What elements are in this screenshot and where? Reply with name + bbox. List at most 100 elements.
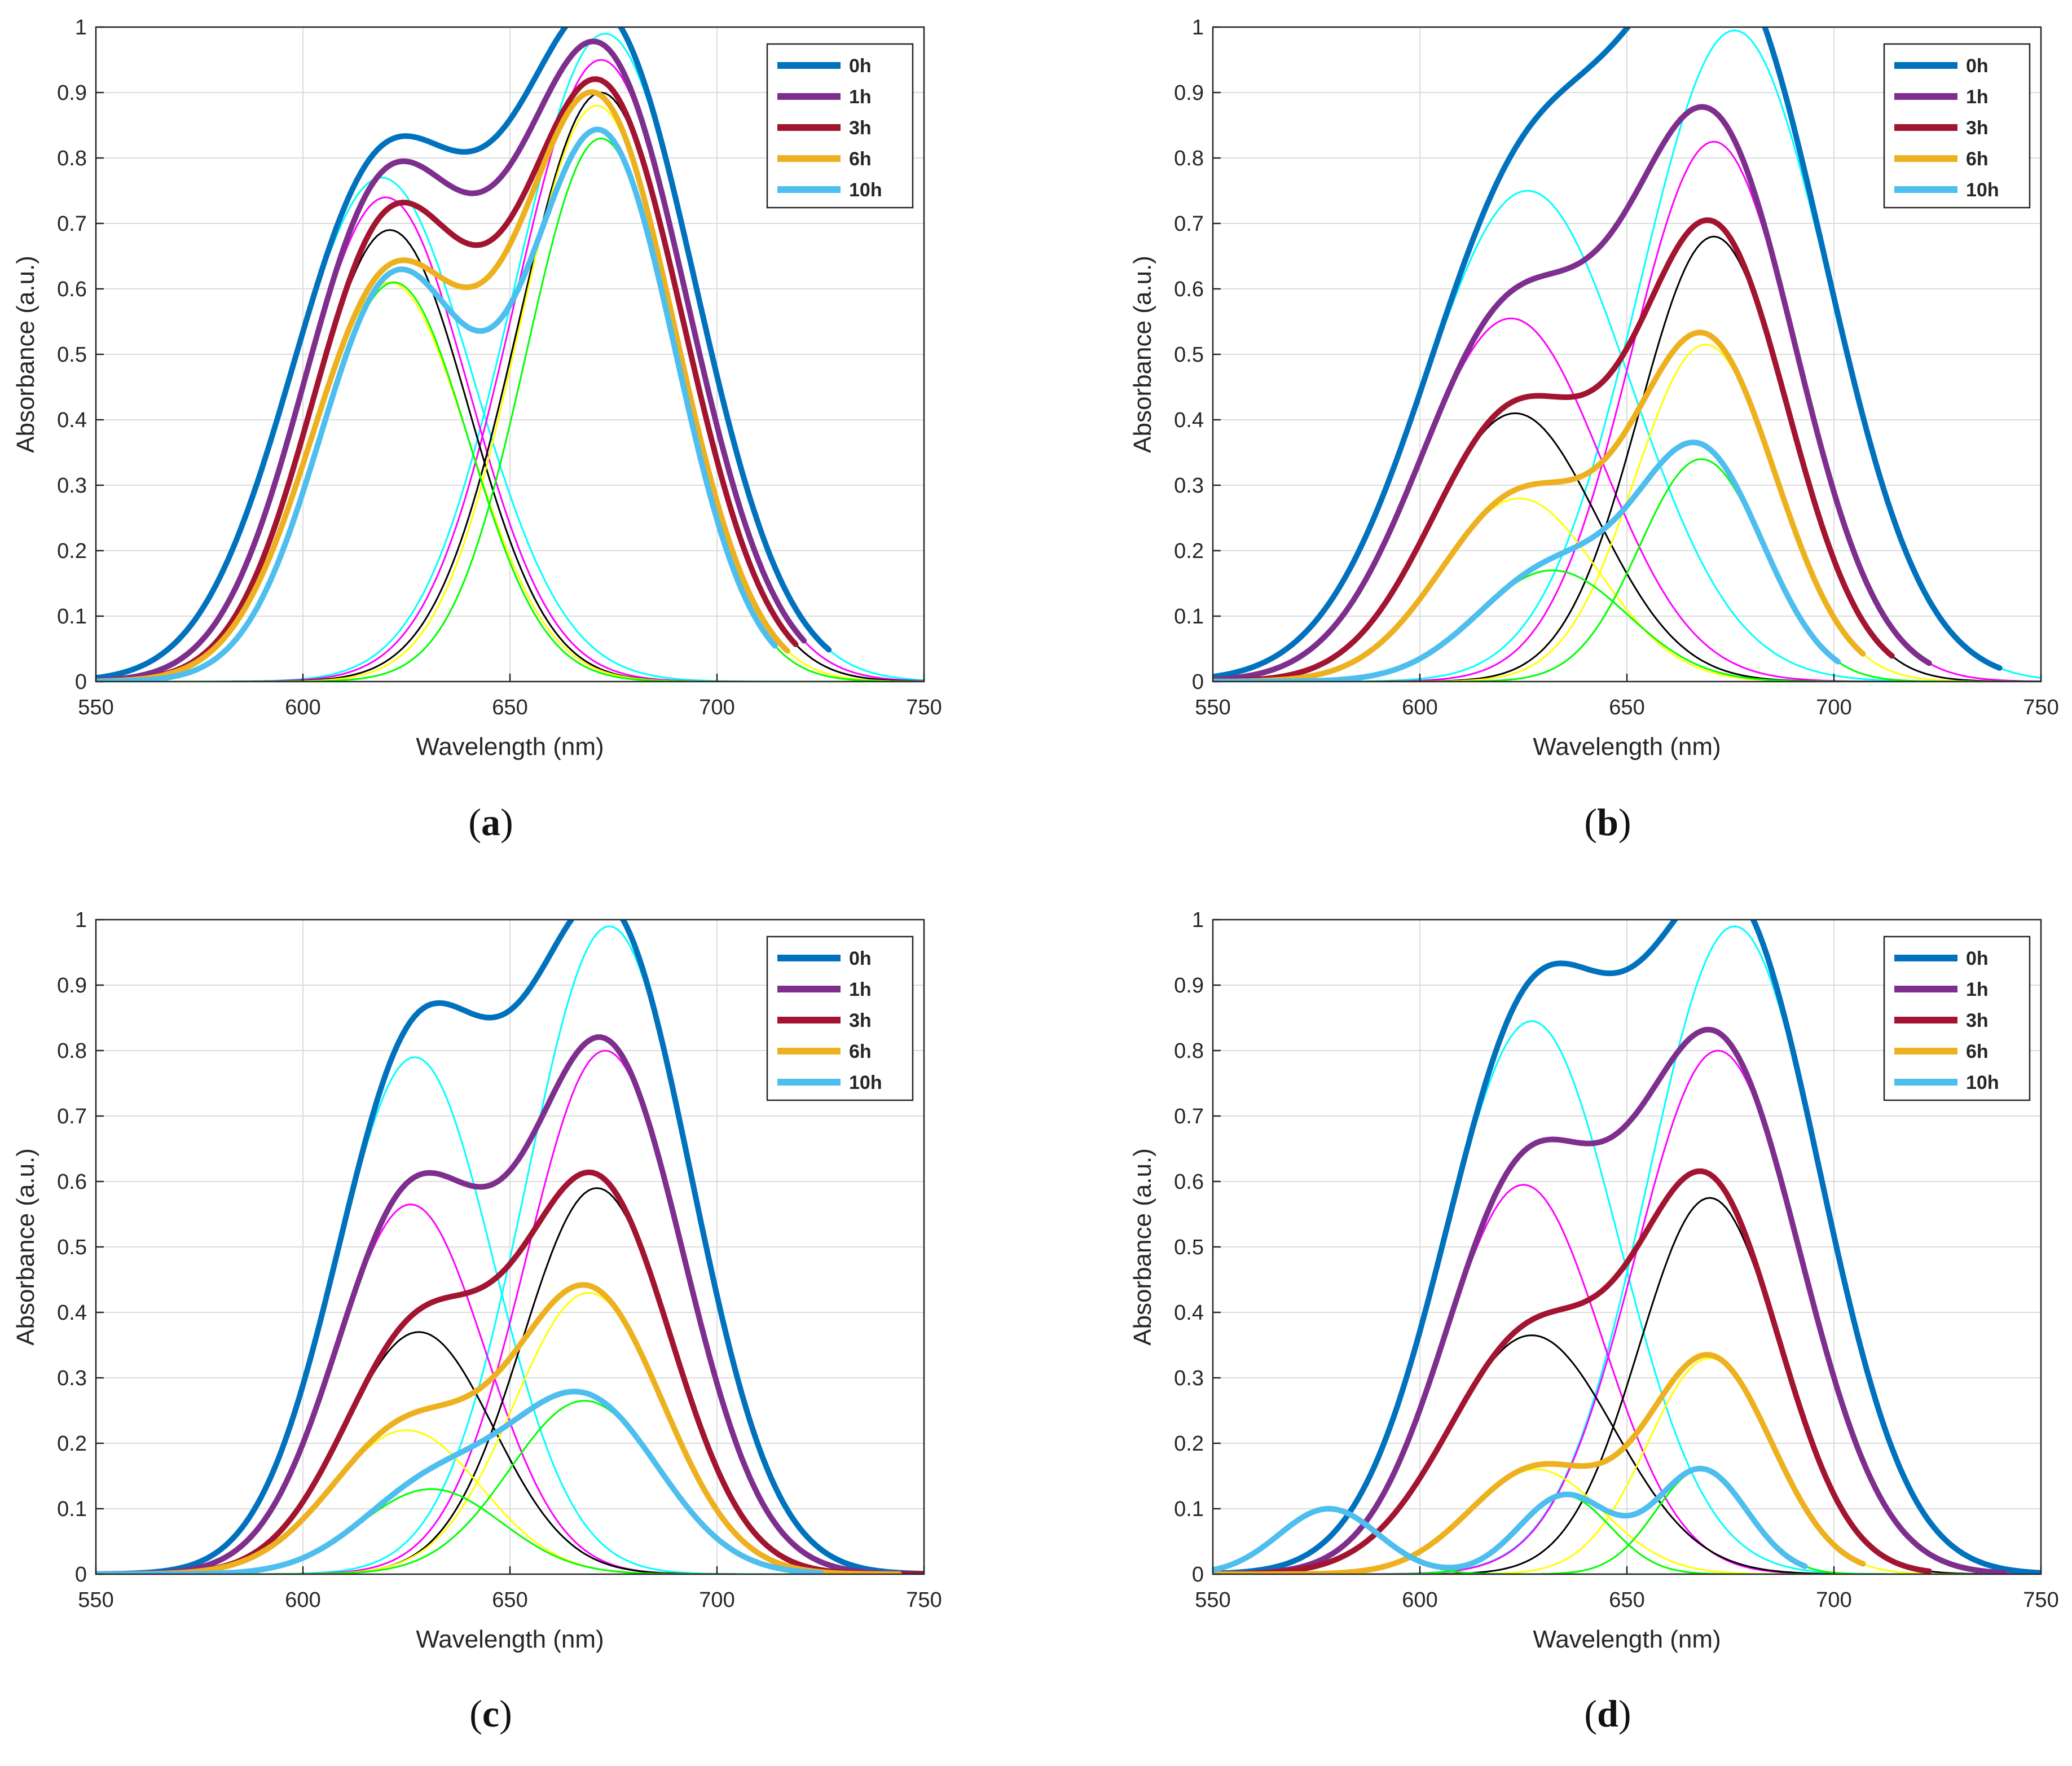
panel-caption-letter: a xyxy=(481,801,500,844)
x-tick-label: 600 xyxy=(1402,1588,1437,1612)
panel-a: 550 600 650 700 750 0 0.1 0.2 0.3 0.4 0.5 0.6 0.7 0.8… xyxy=(12,16,942,844)
legend-label-10h: 10h xyxy=(849,179,882,201)
y-tick-label: 0 xyxy=(75,1563,87,1587)
series-6h xyxy=(1213,330,1866,682)
y-tick-label: 0.3 xyxy=(57,474,87,498)
y-tick-label: 0.9 xyxy=(57,81,87,105)
y-tick-label: 0.5 xyxy=(1174,1236,1204,1259)
x-tick-label: 600 xyxy=(285,696,320,719)
legend-label-3h: 3h xyxy=(849,117,872,139)
x-tick-label: 550 xyxy=(1195,1588,1230,1612)
panel-b: 550 600 650 700 750 0 0.1 0.2 0.3 0.4 0.5 0.6 0.7 0.8… xyxy=(1129,16,2059,844)
series-0h xyxy=(1213,27,2003,680)
legend-label-1h: 1h xyxy=(1966,979,1989,1000)
y-axis-label: Absorbance (a.u.) xyxy=(12,1148,39,1346)
panel-caption: (c) xyxy=(469,1692,512,1735)
y-tick-label: 0.8 xyxy=(57,1039,87,1063)
series-10h xyxy=(1213,440,1841,682)
y-axis-label: Absorbance (a.u.) xyxy=(1129,1148,1156,1346)
legend-label-1h: 1h xyxy=(1966,86,1989,108)
y-tick-label: 0.8 xyxy=(57,147,87,170)
y-tick-label: 0.9 xyxy=(57,974,87,998)
curves xyxy=(1213,27,2041,682)
fit-3h-peak-2 xyxy=(1213,235,2041,682)
y-tick-label: 0.8 xyxy=(1174,147,1204,170)
y-tick-label: 0.9 xyxy=(1174,81,1204,105)
y-tick-label: 0.9 xyxy=(1174,974,1204,998)
y-tick-label: 1 xyxy=(75,16,87,39)
panel-c: 550 600 650 700 750 0 0.1 0.2 0.3 0.4 0.5 0.6 0.7 0.8… xyxy=(12,908,942,1735)
series-0h xyxy=(96,920,924,1574)
x-tick-label: 700 xyxy=(699,1588,734,1612)
legend-label-3h: 3h xyxy=(1966,1010,1989,1031)
legend-label-0h: 0h xyxy=(1966,948,1989,969)
x-tick-label: 650 xyxy=(492,696,527,719)
series-6h xyxy=(96,89,790,682)
legend-label-3h: 3h xyxy=(849,1010,872,1031)
series-1h xyxy=(1213,1026,2007,1574)
y-tick-label: 0.1 xyxy=(1174,605,1204,629)
y-tick-label: 1 xyxy=(75,908,87,932)
legend-label-0h: 0h xyxy=(849,948,872,969)
series-1h xyxy=(96,38,807,682)
panel-d: 550 600 650 700 750 0 0.1 0.2 0.3 0.4 0.5 0.6 0.7 0.8… xyxy=(1129,908,2059,1735)
legend-label-6h: 6h xyxy=(849,148,872,170)
fit-6h-peak-2 xyxy=(1213,344,2041,682)
y-tick-label: 0.2 xyxy=(1174,1432,1204,1456)
panel-caption: (d) xyxy=(1584,1692,1631,1735)
y-tick-label: 0.7 xyxy=(57,212,87,236)
legend-label-6h: 6h xyxy=(849,1041,872,1062)
x-axis-label: Wavelength (nm) xyxy=(1533,733,1721,761)
y-tick-label: 0.2 xyxy=(1174,539,1204,563)
y-tick-label: 0.1 xyxy=(57,605,87,629)
legend: 0h 1h 3h 6h 10h xyxy=(1883,43,2031,209)
y-tick-label: 0.4 xyxy=(57,408,87,432)
series-1h xyxy=(96,1034,924,1574)
y-tick-label: 0.3 xyxy=(1174,1367,1204,1390)
series-10h xyxy=(96,1389,824,1574)
y-tick-label: 0.1 xyxy=(1174,1497,1204,1521)
y-axis-label: Absorbance (a.u.) xyxy=(1129,256,1156,453)
fit-6h-peak-2 xyxy=(1213,1357,2041,1574)
curves xyxy=(96,920,924,1574)
y-tick-label: 0.4 xyxy=(57,1301,87,1325)
x-tick-label: 700 xyxy=(1816,1588,1851,1612)
x-tick-label: 650 xyxy=(1609,1588,1644,1612)
y-tick-label: 0.6 xyxy=(1174,278,1204,301)
y-tick-label: 0.2 xyxy=(57,539,87,563)
y-tick-label: 0.4 xyxy=(1174,408,1204,432)
x-tick-label: 600 xyxy=(285,1588,320,1612)
x-tick-label: 700 xyxy=(699,696,734,719)
y-tick-label: 0.8 xyxy=(1174,1039,1204,1063)
series-10h xyxy=(1213,1465,1808,1573)
y-tick-label: 0.5 xyxy=(1174,343,1204,367)
legend-label-1h: 1h xyxy=(849,86,872,108)
y-tick-label: 0.4 xyxy=(1174,1301,1204,1325)
y-tick-label: 0 xyxy=(1192,670,1204,694)
series-3h xyxy=(1213,217,1895,682)
series-10h xyxy=(96,126,778,682)
y-tick-label: 1 xyxy=(1192,908,1204,932)
x-axis-label: Wavelength (nm) xyxy=(416,733,604,761)
fit-10h-peak-3 xyxy=(1213,1468,2041,1574)
curves xyxy=(1213,920,2041,1574)
panel-caption-letter: b xyxy=(1597,801,1618,844)
legend-label-6h: 6h xyxy=(1966,1041,1989,1062)
series-0h xyxy=(96,27,832,681)
y-tick-label: 0.7 xyxy=(57,1105,87,1128)
x-tick-label: 550 xyxy=(1195,696,1230,719)
x-tick-label: 750 xyxy=(906,1588,942,1612)
x-tick-label: 650 xyxy=(492,1588,527,1612)
legend-label-0h: 0h xyxy=(1966,55,1989,77)
y-tick-label: 0 xyxy=(75,670,87,694)
y-tick-label: 0.6 xyxy=(57,1170,87,1194)
y-tick-label: 0.1 xyxy=(57,1497,87,1521)
x-tick-label: 550 xyxy=(78,696,113,719)
series-6h xyxy=(96,1282,902,1574)
x-axis-label: Wavelength (nm) xyxy=(1533,1626,1721,1653)
legend-label-10h: 10h xyxy=(1966,179,1999,201)
x-axis-label: Wavelength (nm) xyxy=(416,1626,604,1653)
y-tick-label: 0.6 xyxy=(57,278,87,301)
y-axis-label: Absorbance (a.u.) xyxy=(12,256,39,453)
